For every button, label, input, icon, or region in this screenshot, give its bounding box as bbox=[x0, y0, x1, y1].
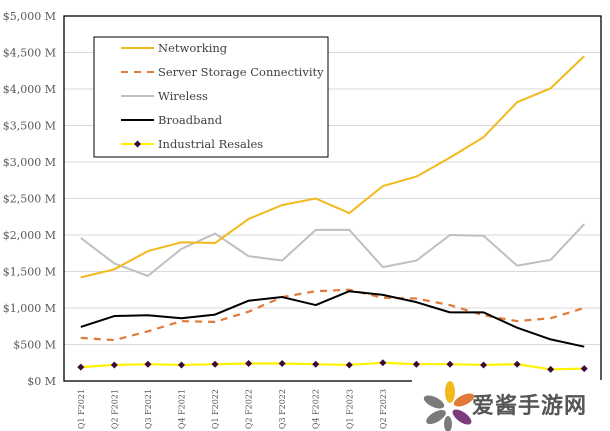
x-tick-label: Q3 F2022 bbox=[278, 389, 287, 429]
data-point bbox=[446, 360, 454, 368]
x-tick-label: Q1 F2023 bbox=[345, 389, 354, 429]
y-tick-label: $3,500 M bbox=[3, 120, 56, 133]
legend-item: Broadband bbox=[121, 113, 223, 127]
series-line bbox=[80, 55, 585, 279]
data-point bbox=[412, 360, 420, 368]
data-point bbox=[245, 359, 253, 367]
legend-item: Wireless bbox=[121, 89, 208, 103]
data-point bbox=[345, 361, 353, 369]
data-point bbox=[513, 360, 521, 368]
data-point bbox=[547, 365, 555, 373]
watermark: 爱酱手游网 bbox=[412, 380, 610, 431]
data-point bbox=[144, 360, 152, 368]
data-point bbox=[177, 361, 185, 369]
legend: Networking Server Storage Connectivity Wir… bbox=[93, 36, 329, 158]
series-broadband bbox=[80, 290, 585, 348]
x-axis-ticks: Q1 F2021 Q2 F2021 Q3 F2021 Q4 F2021 Q1 F2022… bbox=[77, 389, 388, 429]
legend-label: Server Storage Connectivity bbox=[158, 65, 324, 79]
legend-label: Industrial Resales bbox=[158, 137, 263, 151]
y-tick-label: $1,000 M bbox=[3, 302, 56, 315]
watermark-text: 爱酱手游网 bbox=[472, 394, 588, 419]
data-point bbox=[110, 361, 118, 369]
series-line bbox=[80, 290, 585, 348]
y-tick-label: $2,500 M bbox=[3, 193, 56, 206]
series-line bbox=[80, 288, 585, 342]
x-tick-label: Q2 F2023 bbox=[379, 389, 388, 429]
data-point bbox=[480, 361, 488, 369]
x-tick-label: Q1 F2021 bbox=[77, 389, 86, 429]
x-tick-label: Q4 F2021 bbox=[177, 389, 186, 429]
series-industrial-resales bbox=[77, 359, 588, 373]
legend-item: Networking bbox=[121, 41, 228, 55]
series-wireless bbox=[80, 223, 585, 277]
y-tick-label: $4,500 M bbox=[3, 47, 56, 60]
data-point bbox=[211, 360, 219, 368]
y-tick-label: $4,000 M bbox=[3, 83, 56, 96]
series-line bbox=[80, 361, 585, 371]
x-tick-label: Q1 F2022 bbox=[211, 389, 220, 429]
legend-item: Industrial Resales bbox=[121, 137, 263, 151]
series-server-storage-connectivity bbox=[80, 288, 585, 342]
x-tick-label: Q2 F2021 bbox=[110, 389, 119, 429]
legend-item: Server Storage Connectivity bbox=[121, 65, 324, 79]
legend-label: Broadband bbox=[158, 113, 223, 127]
x-tick-label: Q3 F2021 bbox=[144, 389, 153, 429]
y-tick-label: $1,500 M bbox=[3, 266, 56, 279]
legend-label: Networking bbox=[158, 41, 228, 55]
y-axis-ticks: $0 M $500 M $1,000 M $1,500 M $2,000 M $2,500… bbox=[3, 10, 56, 388]
data-point bbox=[312, 360, 320, 368]
plot-border bbox=[63, 15, 602, 382]
y-tick-label: $500 M bbox=[13, 339, 56, 352]
legend-label: Wireless bbox=[158, 89, 208, 103]
y-tick-label: $2,000 M bbox=[3, 229, 56, 242]
y-tick-label: $3,000 M bbox=[3, 156, 56, 169]
x-tick-label: Q4 F2022 bbox=[312, 389, 321, 429]
y-tick-label: $5,000 M bbox=[3, 10, 56, 23]
series-line bbox=[80, 223, 585, 277]
y-tick-label: $0 M bbox=[27, 375, 56, 388]
series-networking bbox=[80, 55, 585, 279]
legend-marker bbox=[134, 140, 141, 148]
series-group bbox=[77, 55, 588, 373]
watermark-logo-icon bbox=[423, 381, 475, 431]
x-tick-label: Q2 F2022 bbox=[245, 389, 254, 429]
data-point bbox=[379, 359, 387, 367]
data-point bbox=[580, 365, 588, 373]
data-point bbox=[77, 363, 85, 371]
data-point bbox=[278, 359, 286, 367]
